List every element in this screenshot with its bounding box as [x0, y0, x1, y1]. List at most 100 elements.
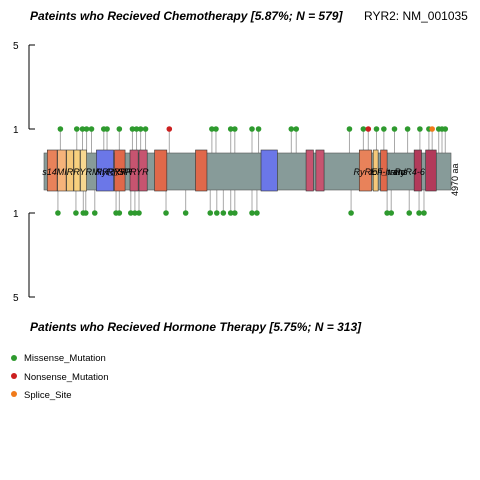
top-lollipop-stems: [59, 129, 446, 153]
top-mutation-point: [442, 126, 449, 132]
top-mutation-point: [404, 126, 411, 132]
top-mutation-point: [391, 126, 398, 132]
top-mutation-point: [209, 126, 215, 132]
bottom-mutation-point: [227, 210, 234, 216]
bottom-mutation-point: [82, 210, 89, 216]
bottom-mutation-point: [73, 210, 79, 216]
domain-block: [260, 149, 278, 192]
top-tick-label: 5: [13, 41, 19, 52]
top-mutation-point: [79, 126, 86, 132]
top-mutation-point: [346, 126, 353, 132]
legend-marker-missense: [11, 355, 17, 361]
legend: Missense_Mutation Nonsense_Mutation Spli…: [11, 353, 109, 401]
bottom-mutation-point: [388, 210, 395, 216]
domain-label: RyR_SPRYR: [96, 167, 150, 177]
bottom-y-axis: 1 5: [13, 209, 35, 304]
top-mutation-point: [232, 126, 238, 132]
domain-block: [114, 149, 126, 192]
legend-label-splice: Splice_Site: [24, 390, 72, 401]
top-mutation-point: [429, 126, 435, 132]
domain-label: s14MIRRYRMIR_RYR: [42, 167, 132, 177]
top-mutation-point: [288, 126, 295, 132]
domain-block: [380, 149, 388, 192]
bottom-mutation-point: [55, 210, 61, 216]
domain-block: [195, 149, 208, 192]
top-mutation-point: [142, 126, 149, 132]
top-mutation-point: [73, 126, 80, 132]
domain-block: [425, 149, 437, 192]
domain-block: [413, 149, 422, 192]
top-mutation-point: [255, 126, 262, 132]
bottom-mutation-point: [348, 210, 354, 216]
bottom-mutation-point: [163, 210, 169, 216]
top-mutation-point: [129, 126, 136, 132]
bottom-mutation-point: [132, 210, 138, 216]
top-mutation-point: [417, 126, 423, 132]
protein-domains: [46, 149, 437, 192]
top-mutation-point: [213, 126, 219, 132]
domain-block: [372, 149, 379, 192]
domain-block: [129, 149, 139, 192]
top-title: Pateints who Recieved Chemotherapy [5.87…: [30, 9, 343, 23]
domain-block: [57, 149, 67, 192]
bottom-mutation-point: [136, 210, 142, 216]
top-mutation-point: [116, 126, 123, 132]
top-mutation-point: [381, 126, 387, 132]
domain-label: Ion_trans: [370, 167, 408, 177]
bottom-mutation-point: [416, 210, 422, 216]
bottom-mutation-point: [207, 210, 214, 216]
domain-block: [154, 149, 168, 192]
bottom-lollipop-stems: [57, 190, 425, 213]
top-mutation-point: [88, 126, 95, 132]
bottom-mutation-point: [406, 210, 413, 216]
top-mutation-point: [83, 126, 90, 132]
legend-marker-nonsense: [11, 373, 17, 379]
bottom-title: Patients who Recieved Hormone Therapy [5…: [30, 320, 362, 334]
bottom-mutation-point: [116, 210, 123, 216]
domain-block: [96, 149, 114, 192]
domain-block: [66, 149, 74, 192]
protein-length-label: 4970 aa: [450, 163, 460, 196]
bottom-mutation-point: [182, 210, 189, 216]
legend-marker-splice: [11, 391, 17, 397]
domain-block: [138, 149, 148, 192]
bottom-mutation-point: [384, 210, 390, 216]
domain-block: [80, 149, 87, 192]
top-mutation-point: [249, 126, 255, 132]
bottom-mutation-point: [220, 210, 227, 216]
domain-label: RyR4-6: [394, 167, 425, 177]
domain-block: [315, 149, 325, 192]
bottom-mutation-point: [232, 210, 238, 216]
domain-block: [46, 149, 58, 192]
bottom-mutation-point: [421, 210, 427, 216]
top-mutation-point: [293, 126, 300, 132]
bottom-mutation-point: [91, 210, 98, 216]
legend-label-nonsense: Nonsense_Mutation: [24, 372, 109, 383]
bottom-mutation-point: [249, 210, 255, 216]
bottom-tick-label: 5: [13, 293, 19, 304]
domain-block: [358, 149, 372, 192]
top-mutation-point: [166, 126, 173, 132]
top-mutation-point: [365, 126, 372, 132]
domain-block: [305, 149, 314, 192]
top-mutation-point: [373, 126, 380, 132]
top-lollipop-heads: [57, 126, 449, 132]
top-tick-label: 1: [13, 125, 19, 136]
top-mutation-point: [360, 126, 367, 132]
top-mutation-point: [137, 126, 144, 132]
top-mutation-point: [227, 126, 234, 132]
legend-label-missense: Missense_Mutation: [24, 353, 106, 364]
bottom-tick-label: 1: [13, 209, 19, 220]
top-mutation-point: [133, 126, 140, 132]
bottom-lollipop-heads: [55, 210, 427, 216]
bottom-mutation-point: [128, 210, 134, 216]
top-y-axis: 5 1: [13, 41, 35, 136]
top-mutation-point: [57, 126, 64, 132]
gene-label: RYR2: NM_001035: [364, 9, 468, 23]
domain-block: [73, 149, 81, 192]
domain-label: RYR: [108, 167, 127, 177]
domain-label: RyREF-hand: [353, 167, 406, 177]
bottom-mutation-point: [254, 210, 260, 216]
